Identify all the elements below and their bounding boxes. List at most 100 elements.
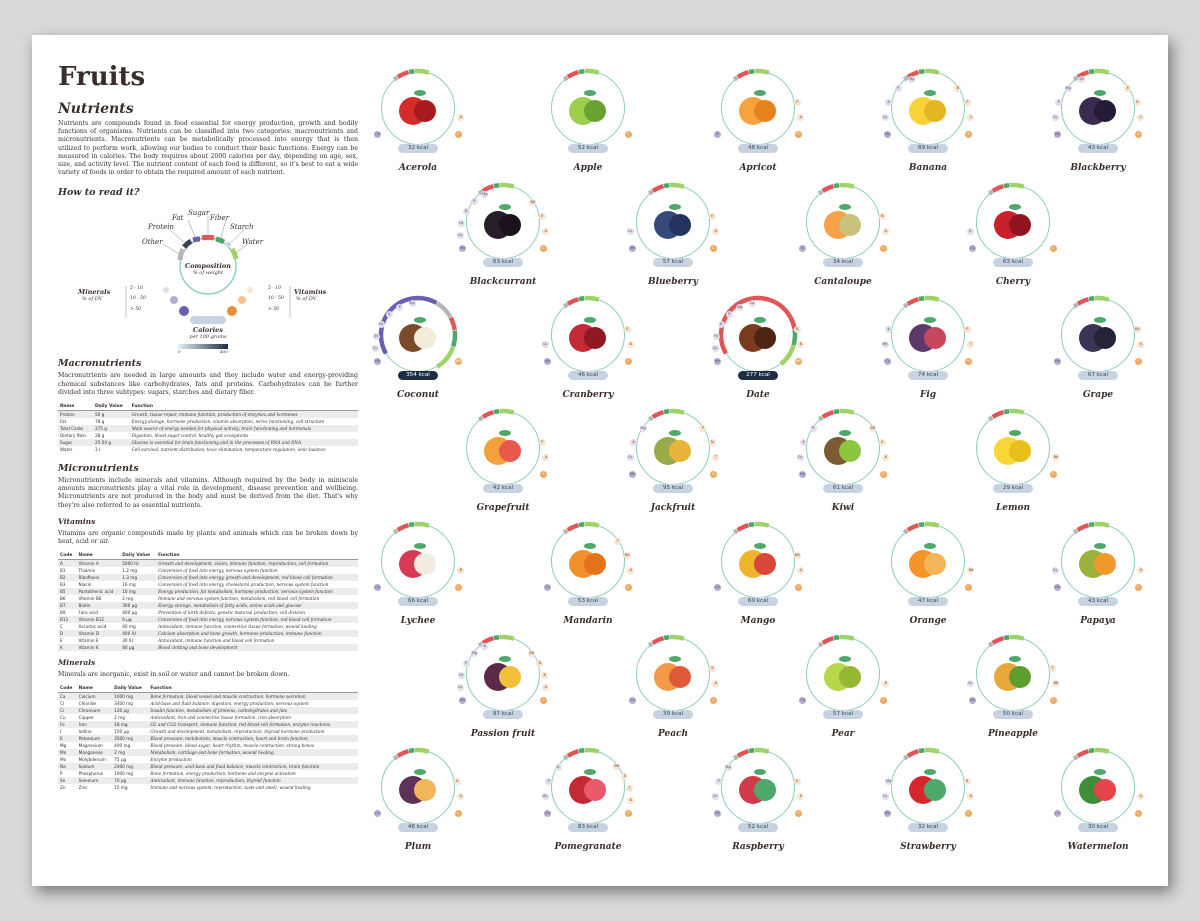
vitamin-dot: C: [709, 470, 717, 478]
vitamin-dot: P: [793, 98, 801, 106]
fruit-shape-cut: [924, 779, 946, 801]
composition-segment: [651, 636, 665, 645]
legend-label-sugar: Sugar: [188, 209, 210, 218]
fruit-name: Acerola: [398, 163, 438, 173]
composition-segment: [1094, 68, 1110, 75]
vitamin-row: C Ascorbic acid 60 mg Antioxidant, immune f…: [58, 623, 358, 630]
composition-arc: [732, 747, 770, 761]
fruit-shape-cut: [584, 553, 606, 575]
mineral-cell: P: [60, 771, 63, 777]
leaf: [1094, 90, 1106, 96]
vitamin-cell: B9: [60, 610, 66, 616]
fruit-card-pineapple: Cu Mn T B6 C 50 kcal Pineapple: [961, 629, 1061, 753]
fruit-card-banana: Mg P K Cu Mn B P C A 89 kcal Banana: [876, 63, 976, 187]
vitamin-cell: Calcium absorption and bone growth, horm…: [156, 630, 358, 638]
vitamin-cell: Antioxidant, immune function and blood c…: [158, 638, 275, 644]
fruit-card-grape: Mn B6 K C 67 kcal Grape: [1046, 290, 1146, 414]
fruit-name: Cantaloupe: [814, 277, 872, 287]
vitamin-dot: C: [879, 244, 887, 252]
mineral-dot: Fe: [457, 219, 465, 227]
composition-segment: [392, 75, 399, 82]
composition-arc: [817, 408, 855, 422]
vitamin-dot: E: [793, 777, 801, 785]
fruit-illustration: [909, 90, 946, 125]
min-col-name: Name: [76, 685, 113, 694]
mineral-cell: 2400 mg: [112, 763, 149, 771]
legend-mineral-small: [163, 287, 169, 294]
mineral-dot: Cu: [456, 684, 464, 692]
vitamin-cell: D: [58, 630, 77, 638]
vitamin-dot: C: [454, 130, 462, 138]
vitamin-row: B3 Niacin 16 mg Conversion of food into ene…: [58, 581, 358, 588]
composition-arc: [392, 521, 430, 535]
kcal-badge: 74 kcal: [908, 371, 948, 380]
composition-arc: [902, 747, 940, 761]
composition-segment: [1009, 634, 1025, 641]
vitamin-dot: A: [1137, 793, 1145, 801]
composition-segment: [821, 410, 835, 419]
fruit-illustration: [1079, 543, 1116, 578]
fruit-shape-cut: [669, 666, 691, 688]
micro-text: Micronutrients include minerals and vita…: [58, 477, 358, 509]
fruit-shape-cut: [754, 327, 776, 349]
mineral-cell: Mo: [60, 757, 67, 763]
composition-segment: [481, 184, 495, 193]
kcal-badge: 67 kcal: [1078, 371, 1118, 380]
vitamin-cell: Folic acid: [78, 610, 98, 616]
mineral-cell: Fe: [58, 721, 77, 729]
mineral-dot: Mn: [1054, 583, 1062, 591]
fruit-illustration: [569, 90, 606, 125]
fruit-card-pomegranate: K P Mn Cu B6 E T K C 83 kcal Pomegranate: [536, 742, 636, 866]
kcal-badge: 29 kcal: [993, 484, 1033, 493]
leaf: [924, 317, 936, 323]
vitamin-cell: Conversion of food into energy, nervous …: [156, 616, 358, 624]
vitamin-dot: A: [542, 454, 550, 462]
mineral-dot: P: [462, 659, 470, 667]
composition-segment: [839, 408, 855, 415]
legend-fiber-arc: [215, 236, 226, 245]
kcal-badge: 50 kcal: [993, 710, 1033, 719]
fruit-shape-cut: [669, 214, 691, 236]
mineral-dot: Cu: [1051, 114, 1059, 122]
explanation-panel: Fruits Nutrients Nutrients are compounds…: [58, 63, 358, 791]
mineral-cell: 3400 mg: [114, 701, 133, 707]
leaf: [1094, 317, 1106, 323]
legend-calories: Calories: [193, 326, 223, 335]
macro-cell: Water: [60, 446, 73, 452]
vitamin-cell: 10 mg: [120, 588, 157, 596]
mineral-dot: P: [470, 198, 478, 206]
mineral-dot: P: [396, 304, 404, 312]
minerals-text: Minerals are inorganic, exist in soil or…: [58, 671, 290, 679]
vitamin-dot: K: [882, 454, 890, 462]
vitamin-cell: Prevention of birth defects, genetic mat…: [158, 610, 305, 616]
mineral-cell: Ca: [58, 692, 77, 701]
legend-calories-sub: per 100 grams: [189, 334, 227, 341]
vitamin-cell: Pantothenic acid: [76, 588, 121, 596]
vitamin-cell: 16 mg: [122, 582, 136, 588]
leaf: [414, 317, 426, 323]
mineral-cell: 75 µg: [114, 757, 127, 763]
vitamin-dot: P: [699, 425, 707, 433]
mineral-cell: Antioxidant, immune function, reproducti…: [148, 777, 358, 785]
mineral-cell: Calcium: [76, 692, 113, 701]
composition-segment: [1009, 182, 1025, 189]
mineral-dot: Mn: [969, 696, 977, 704]
vitamin-dot: K: [541, 671, 549, 679]
fruit-shape-cut: [754, 553, 776, 575]
composition-segment: [566, 749, 580, 758]
leaf: [669, 656, 681, 662]
composition-segment: [584, 747, 600, 754]
vitamin-dot: C: [967, 114, 975, 122]
composition-segment: [481, 636, 495, 645]
nutrients-text: Nutrients are compounds found in food es…: [58, 120, 358, 177]
fruit-card-pear: Cu K C 57 kcal Pear: [791, 629, 891, 753]
vitamin-dot: X: [708, 664, 716, 672]
mineral-row: K Potassium 3500 mg Blood pressure, metabol…: [58, 735, 358, 743]
macro-row: Water 3 l Cell survival, nutrient distribu…: [58, 446, 358, 453]
fruit-name: Jackfruit: [650, 503, 696, 513]
macro-row: Total Carbs 275 g Main source of energy ne…: [58, 425, 358, 433]
mineral-dot: Cu: [544, 583, 552, 591]
minerals-table: Code Name Daily Value Function Ca Calcium…: [58, 685, 358, 791]
macro-col-name: Name: [58, 403, 93, 411]
composition-arc: [732, 521, 770, 535]
